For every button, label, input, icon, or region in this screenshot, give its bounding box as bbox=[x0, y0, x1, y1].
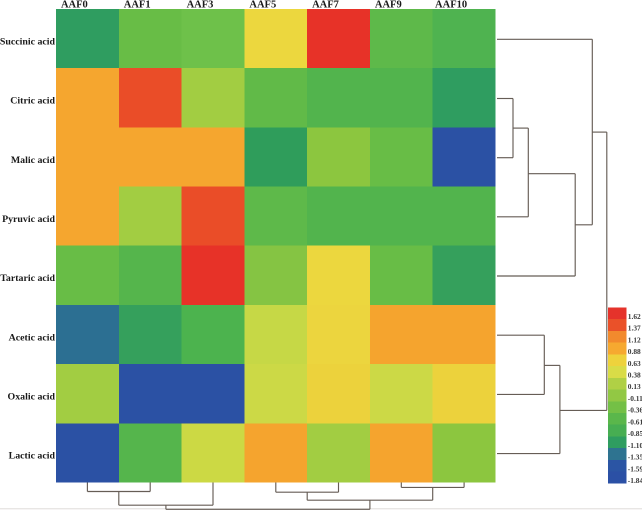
svg-text:-1.59: -1.59 bbox=[628, 464, 642, 473]
svg-text:0.63: 0.63 bbox=[628, 359, 641, 368]
svg-text:Lactic acid: Lactic acid bbox=[9, 451, 56, 462]
svg-text:-0.36: -0.36 bbox=[628, 406, 642, 415]
svg-text:Pyruvic acid: Pyruvic acid bbox=[2, 214, 55, 225]
svg-text:0.13: 0.13 bbox=[628, 382, 641, 391]
svg-text:0.38: 0.38 bbox=[628, 371, 641, 380]
svg-text:AAF7: AAF7 bbox=[312, 0, 339, 10]
svg-text:AAF9: AAF9 bbox=[375, 0, 402, 10]
svg-text:0.88: 0.88 bbox=[628, 347, 641, 356]
svg-text:1.62: 1.62 bbox=[628, 312, 641, 321]
svg-text:-0.85: -0.85 bbox=[628, 429, 642, 438]
svg-text:AAF5: AAF5 bbox=[249, 0, 276, 10]
svg-text:Oxalic acid: Oxalic acid bbox=[8, 392, 56, 403]
svg-text:Tartaric acid: Tartaric acid bbox=[0, 273, 55, 284]
svg-text:-0.11: -0.11 bbox=[628, 394, 642, 403]
svg-text:Acetic acid: Acetic acid bbox=[9, 332, 56, 343]
svg-text:-1.84: -1.84 bbox=[628, 476, 642, 485]
svg-text:-0.61: -0.61 bbox=[628, 417, 642, 426]
svg-text:AAF10: AAF10 bbox=[435, 0, 467, 10]
svg-text:-1.10: -1.10 bbox=[628, 441, 642, 450]
svg-text:Citric acid: Citric acid bbox=[10, 96, 55, 107]
svg-text:AAF1: AAF1 bbox=[124, 0, 151, 10]
svg-text:-1.35: -1.35 bbox=[628, 453, 642, 462]
svg-text:Succinic acid: Succinic acid bbox=[0, 36, 56, 47]
svg-text:1.12: 1.12 bbox=[628, 335, 641, 344]
svg-text:AAF0: AAF0 bbox=[61, 0, 88, 10]
svg-text:1.37: 1.37 bbox=[628, 324, 641, 333]
svg-text:Malic acid: Malic acid bbox=[11, 155, 56, 166]
svg-text:AAF3: AAF3 bbox=[187, 0, 214, 10]
